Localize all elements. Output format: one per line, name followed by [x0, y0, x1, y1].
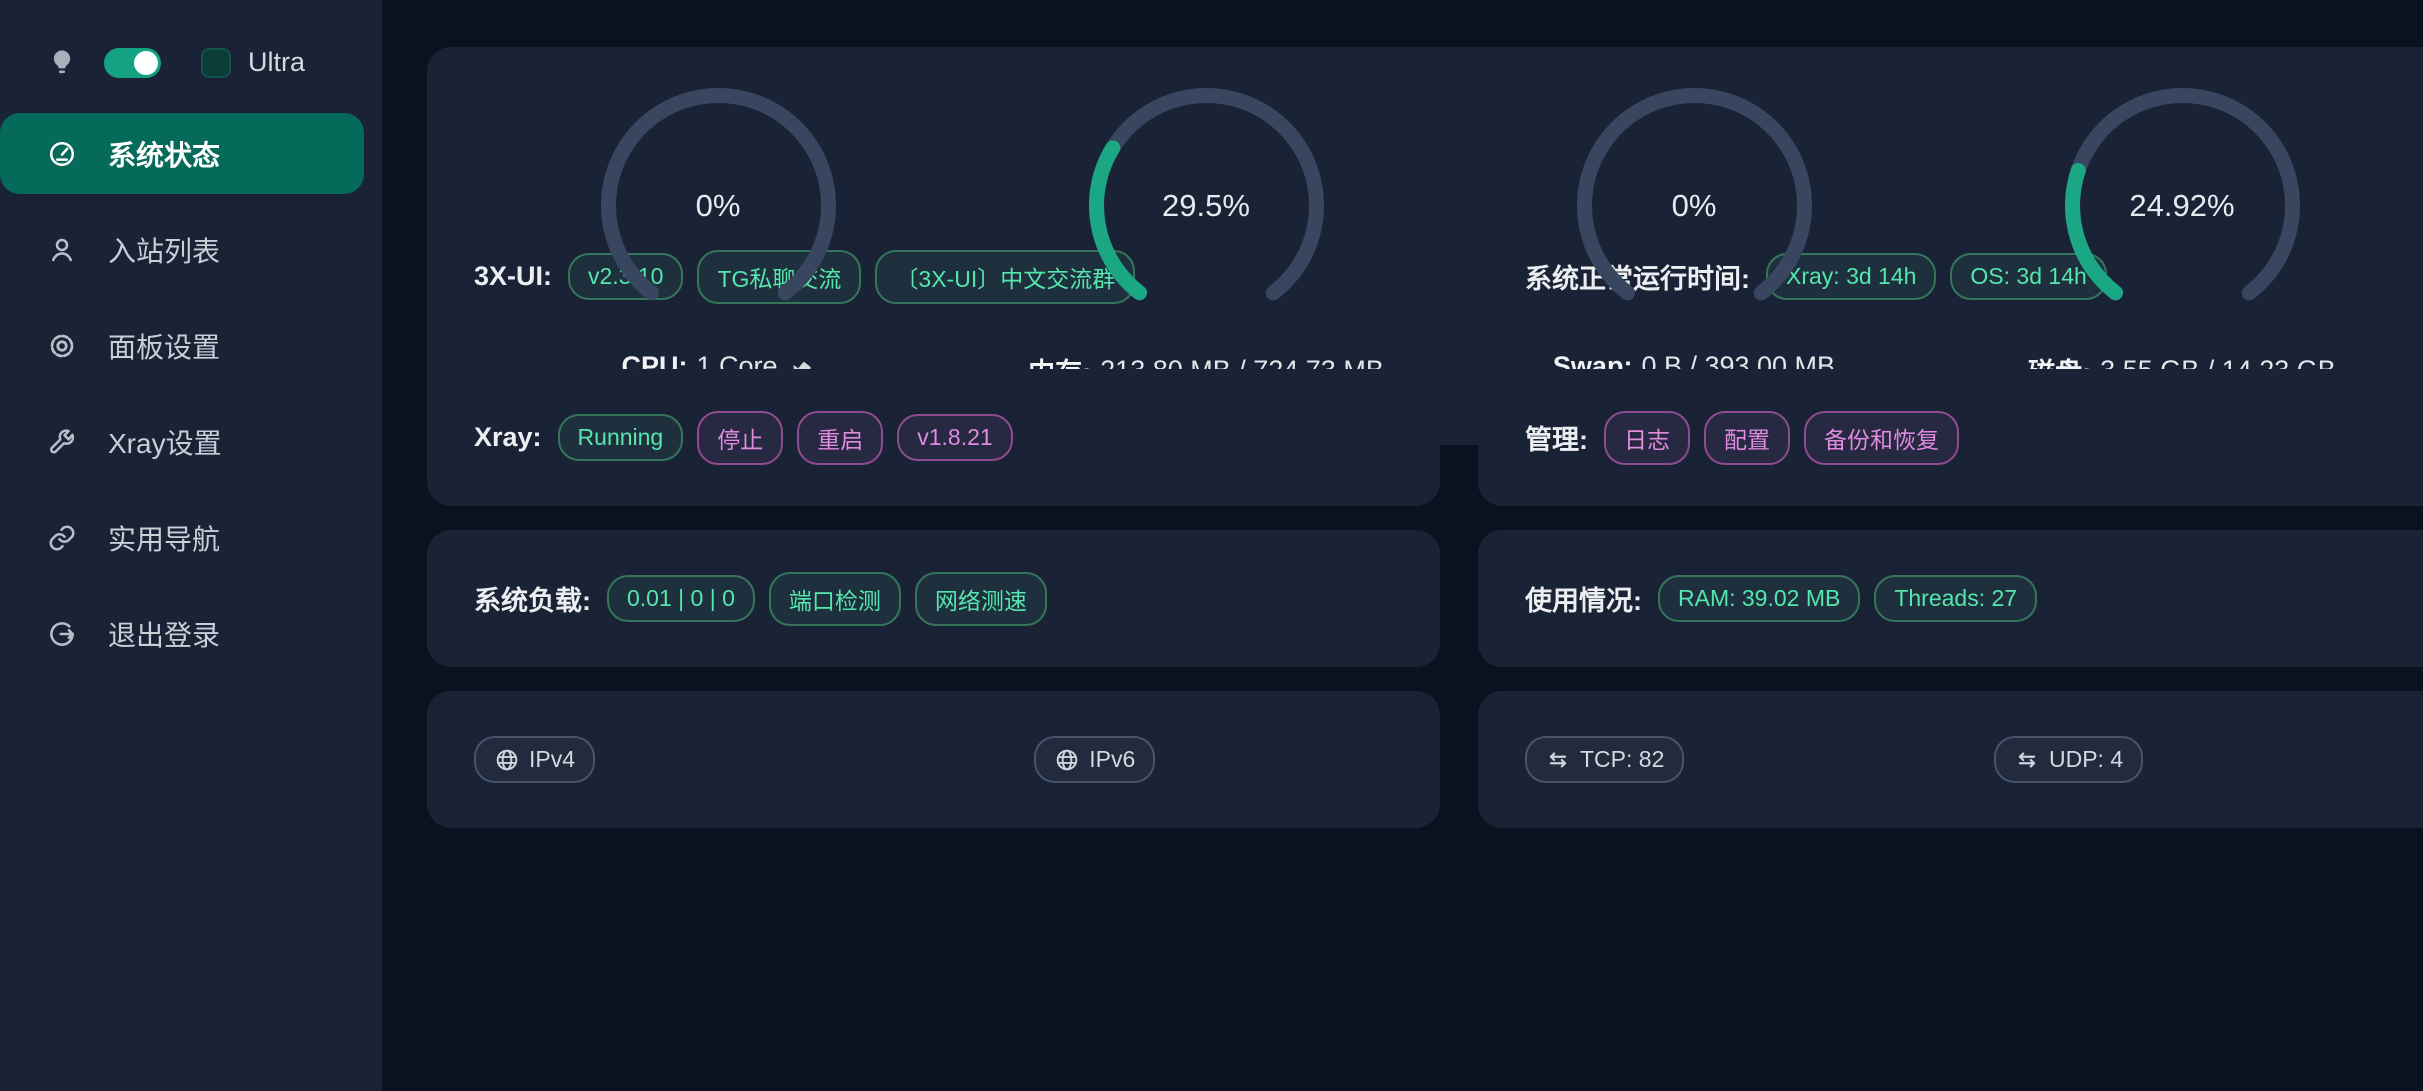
sidebar-item-label: 入站列表 — [108, 235, 221, 267]
speed-test-button[interactable]: 网络测速 — [914, 571, 1047, 626]
wrench-icon — [49, 428, 75, 454]
udp-slot: UDP: 4 — [1994, 736, 2423, 783]
globe-icon — [496, 749, 518, 770]
ipv4-slot: IPv4 — [474, 736, 1034, 783]
port-check-button[interactable]: 端口检测 — [768, 571, 901, 626]
ipv4-label: IPv4 — [529, 746, 576, 772]
xray-card-label: Xray: — [474, 422, 542, 452]
disk-gauge: 24.92% — [2064, 88, 2300, 323]
link-icon — [49, 525, 75, 550]
lightbulb-icon — [53, 49, 71, 73]
tcp-count-label: TCP: 82 — [1580, 746, 1665, 772]
cpu-gauge: 0% — [600, 88, 836, 323]
usage-card-label: 使用情况: — [1525, 586, 1642, 616]
uptime-card-label: 系统正常运行时间: — [1525, 264, 1750, 294]
toggle-knob — [134, 50, 158, 75]
xray-running-tag[interactable]: Running — [557, 414, 684, 461]
sidebar-item-label: Xray设置 — [108, 427, 222, 459]
manage-card: 管理: 日志 配置 备份和恢复 — [1478, 369, 2423, 506]
sidebar-menu: 系统状态 入站列表 面板设置 Xray设置 实用导航 — [0, 113, 382, 674]
usage-card: 使用情况: RAM: 39.02 MB Threads: 27 — [1478, 530, 2423, 667]
tg-chinese-group-tag[interactable]: 〔3X-UI〕中文交流群 — [875, 249, 1136, 304]
swap-percent: 0% — [1671, 187, 1717, 223]
load-average-tag[interactable]: 0.01 | 0 | 0 — [607, 575, 755, 622]
sidebar-item-inbounds[interactable]: 入站列表 — [0, 209, 364, 290]
swap-icon — [2018, 751, 2036, 768]
user-icon — [52, 238, 72, 261]
sidebar-item-label: 系统状态 — [108, 139, 221, 171]
disk-percent: 24.92% — [2129, 187, 2235, 223]
tcp-slot: TCP: 82 — [1525, 736, 1994, 783]
sidebar-item-panel-settings[interactable]: 面板设置 — [0, 305, 364, 386]
swap-gauge: 0% — [1576, 88, 1812, 323]
ipv6-button[interactable]: IPv6 — [1034, 736, 1156, 783]
xray-stop-button[interactable]: 停止 — [697, 410, 784, 465]
tcp-count-tag[interactable]: TCP: 82 — [1525, 736, 1685, 783]
ram-usage-tag[interactable]: RAM: 39.02 MB — [1658, 575, 1861, 622]
config-button[interactable]: 配置 — [1704, 410, 1790, 465]
swap-icon — [1549, 751, 1567, 768]
sidebar-item-label: 退出登录 — [108, 619, 221, 651]
ultra-checkbox[interactable] — [201, 47, 231, 78]
dark-mode-toggle[interactable] — [104, 47, 161, 78]
ultra-label: Ultra — [248, 47, 306, 77]
udp-count-label: UDP: 4 — [2049, 746, 2124, 772]
sidebar-item-label: 实用导航 — [108, 523, 221, 555]
theme-row: Ultra — [0, 0, 382, 85]
ipv4-button[interactable]: IPv4 — [474, 736, 596, 783]
connections-card: TCP: 82 UDP: 4 — [1478, 691, 2423, 828]
load-card-label: 系统负载: — [474, 586, 591, 616]
globe-icon — [1056, 749, 1078, 770]
ip-card: IPv4 IPv6 — [427, 691, 1440, 828]
ipv6-slot: IPv6 — [1034, 736, 1440, 783]
ipv6-label: IPv6 — [1089, 746, 1136, 772]
system-load-card: 系统负载: 0.01 | 0 | 0 端口检测 网络测速 — [427, 530, 1440, 667]
sidebar: Ultra 系统状态 入站列表 面板设置 Xray设置 — [0, 0, 382, 1091]
dashboard-icon — [49, 141, 75, 166]
sidebar-item-logout[interactable]: 退出登录 — [0, 593, 364, 674]
sidebar-item-useful-nav[interactable]: 实用导航 — [0, 497, 364, 578]
main-content: 0% CPU: 1 Core 29.5% 内存: 21 — [427, 0, 2423, 828]
cpu-percent: 0% — [695, 187, 741, 223]
xui-card-label: 3X-UI: — [474, 261, 553, 291]
gear-icon — [50, 334, 74, 357]
memory-percent: 29.5% — [1162, 187, 1250, 223]
threads-tag[interactable]: Threads: 27 — [1874, 575, 2038, 622]
udp-count-tag[interactable]: UDP: 4 — [1994, 736, 2144, 783]
logout-icon — [50, 621, 74, 646]
sidebar-item-system-status[interactable]: 系统状态 — [0, 113, 364, 194]
backup-restore-button[interactable]: 备份和恢复 — [1804, 410, 1959, 465]
logs-button[interactable]: 日志 — [1604, 410, 1690, 465]
xray-status-card: Xray: Running 停止 重启 v1.8.21 — [427, 369, 1440, 506]
manage-card-label: 管理: — [1525, 425, 1588, 455]
xray-version-tag[interactable]: v1.8.21 — [897, 414, 1013, 461]
memory-gauge: 29.5% — [1088, 88, 1324, 323]
sidebar-item-label: 面板设置 — [108, 331, 221, 363]
xray-restart-button[interactable]: 重启 — [797, 410, 884, 465]
sidebar-item-xray-settings[interactable]: Xray设置 — [0, 401, 364, 482]
